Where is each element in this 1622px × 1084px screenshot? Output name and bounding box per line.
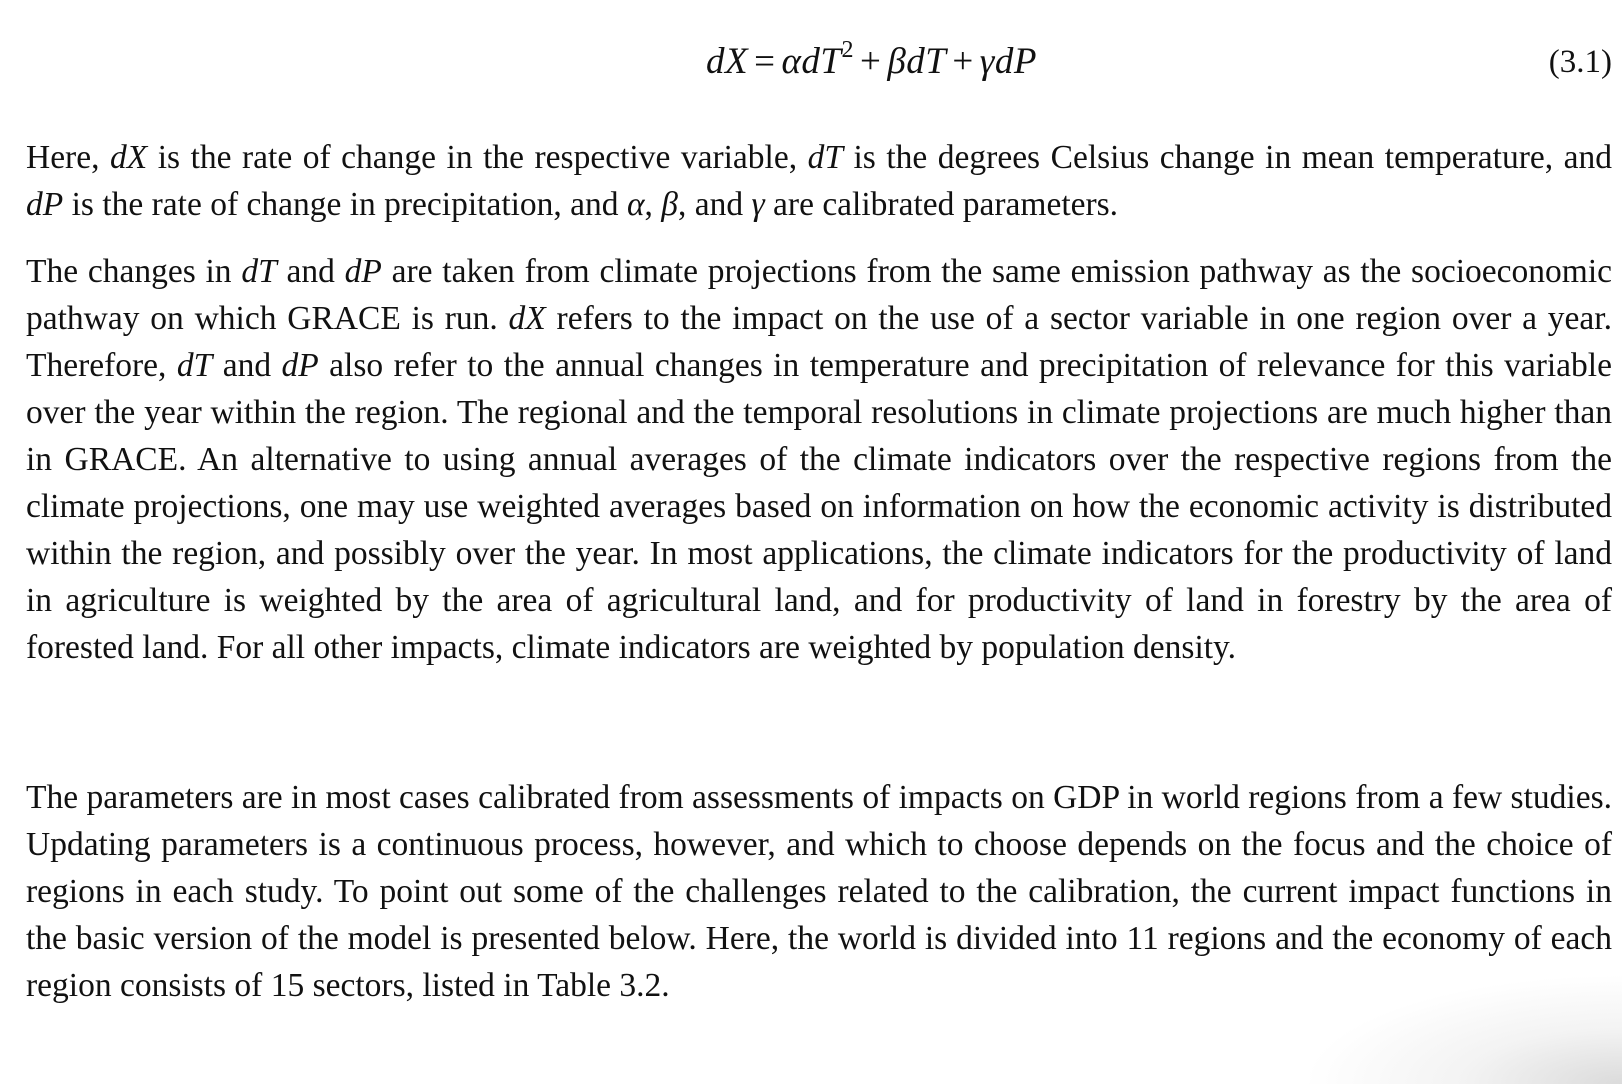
- text-run: ,: [644, 186, 662, 223]
- math-variable: dT: [176, 347, 213, 384]
- text-run: The changes in: [26, 253, 242, 290]
- equation-plus-1: +: [859, 41, 882, 82]
- text-run: is the rate of change in precipitation, …: [63, 186, 627, 223]
- math-variable: dX: [109, 139, 148, 176]
- math-variable: γ: [751, 186, 765, 223]
- paragraph-3: The parameters are in most cases calibra…: [26, 774, 1612, 1009]
- equation-plus-2: +: [952, 41, 974, 82]
- equation-exponent: 2: [841, 37, 854, 63]
- equation: dX = αdT2 + βdT + γdP: [706, 37, 1037, 83]
- equation-number: (3.1): [1548, 44, 1612, 80]
- text-run: The parameters are in most cases calibra…: [26, 779, 1612, 1004]
- text-run: and: [276, 253, 345, 290]
- math-variable: dT: [807, 139, 843, 176]
- text-run: are taken from climate projections from …: [26, 253, 1612, 337]
- text-run: are calibrated parameters.: [764, 186, 1119, 223]
- text-run: , and: [677, 186, 752, 223]
- paragraph-1: Here, dX is the rate of change in the re…: [26, 134, 1612, 228]
- text-run: Here,: [26, 139, 110, 176]
- math-variable: dX: [508, 300, 546, 337]
- equation-term-1: αdT: [781, 41, 842, 82]
- equation-equals: =: [754, 41, 776, 82]
- document-page: dX = αdT2 + βdT + γdP (3.1) Here, dX is the ra…: [26, 0, 1612, 1084]
- equation-term-2: βdT: [887, 41, 947, 82]
- text-run: refers to the impact on the use of a sec…: [26, 300, 1612, 384]
- paragraph-2: The changes in dT and dP are taken from …: [26, 248, 1612, 671]
- math-variable: α: [626, 186, 645, 223]
- equation-term-3: γdP: [979, 41, 1037, 82]
- math-variable: dP: [26, 186, 64, 223]
- math-variable: dT: [241, 253, 277, 290]
- text-run: is the rate of change in the respective …: [147, 139, 808, 176]
- text-run: and: [212, 347, 282, 384]
- text-run: is the degrees Celsius change in mean te…: [842, 139, 1612, 176]
- text-run: also refer to the annual changes in temp…: [26, 347, 1612, 666]
- equation-lhs: dX: [706, 41, 749, 82]
- equation-row: dX = αdT2 + βdT + γdP (3.1): [26, 37, 1612, 100]
- math-variable: β: [661, 186, 678, 223]
- math-variable: dP: [281, 347, 319, 384]
- math-variable: dP: [344, 253, 382, 290]
